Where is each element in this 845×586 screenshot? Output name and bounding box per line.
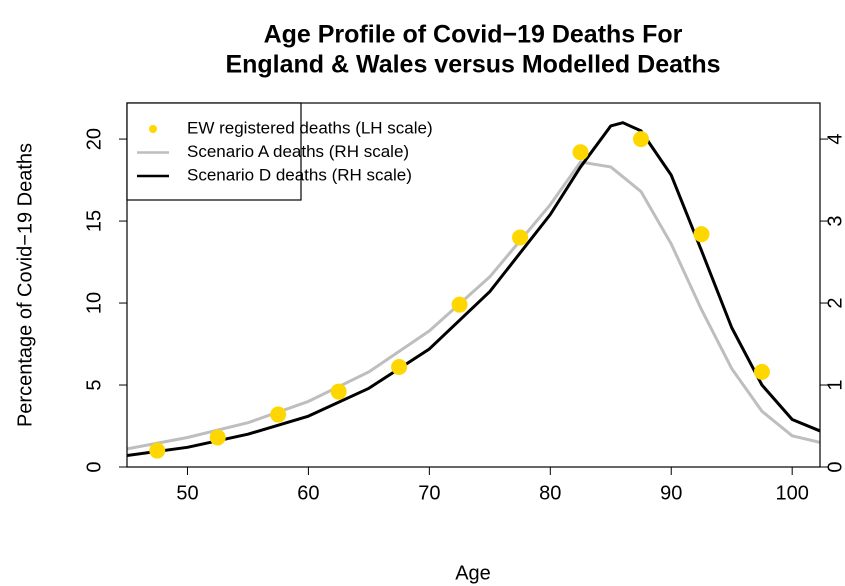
x-axis-label: Age [455,562,491,584]
legend-symbol [149,125,157,133]
legend-label: Scenario A deaths (RH scale) [187,142,409,161]
legend-label: EW registered deaths (LH scale) [187,118,433,137]
x-tick-label: 50 [176,482,198,504]
data-point [391,358,408,375]
y-tick-label: 15 [83,210,105,232]
data-point [451,296,468,313]
y2-tick-label: 3 [824,215,845,226]
data-point [209,429,226,446]
chart-title: England & Wales versus Modelled Deaths [225,51,720,79]
data-point [512,229,529,246]
chart-title: Age Profile of Covid−19 Deaths For [264,21,683,49]
y-tick-label: 5 [83,379,105,390]
y-axis-label: Percentage of Covid−19 Deaths [14,143,36,427]
data-point [270,406,287,423]
data-point [572,144,589,161]
y2-tick-label: 4 [824,134,845,145]
data-point [149,442,166,459]
x-tick-label: 60 [297,482,319,504]
plot-frame [126,102,821,468]
y-tick-label: 20 [83,128,105,150]
x-tick-label: 90 [660,482,682,504]
y2-tick-label: 1 [824,379,845,390]
x-tick-label: 100 [775,482,808,504]
data-point [693,226,710,243]
data-line [127,160,820,451]
data-point [633,131,650,148]
x-tick-label: 70 [418,482,440,504]
data-line [127,121,820,458]
legend-label: Scenario D deaths (RH scale) [187,165,412,184]
y2-tick-label: 2 [824,297,845,308]
y-tick-label: 10 [83,292,105,314]
data-point [753,363,770,380]
y2-tick-label: 0 [824,461,845,472]
data-point [330,383,347,400]
y-tick-label: 0 [83,461,105,472]
x-tick-label: 80 [539,482,561,504]
